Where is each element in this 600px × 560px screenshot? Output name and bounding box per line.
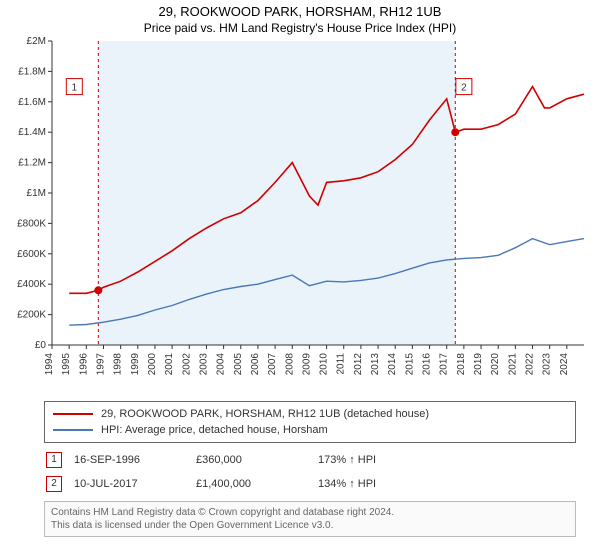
svg-text:2004: 2004 bbox=[216, 353, 227, 376]
svg-text:1995: 1995 bbox=[61, 353, 72, 376]
svg-text:£2M: £2M bbox=[27, 36, 46, 47]
svg-text:2011: 2011 bbox=[336, 353, 347, 375]
svg-text:2014: 2014 bbox=[387, 353, 398, 376]
legend: 29, ROOKWOOD PARK, HORSHAM, RH12 1UB (de… bbox=[44, 401, 576, 443]
svg-text:2: 2 bbox=[461, 83, 467, 94]
svg-text:£600K: £600K bbox=[17, 249, 46, 260]
event-price: £1,400,000 bbox=[196, 473, 316, 495]
legend-item: HPI: Average price, detached house, Hors… bbox=[53, 422, 567, 438]
event-price: £360,000 bbox=[196, 449, 316, 471]
legend-swatch bbox=[53, 413, 93, 415]
svg-text:£800K: £800K bbox=[17, 218, 46, 229]
svg-text:2005: 2005 bbox=[233, 353, 244, 376]
chart-subtitle: Price paid vs. HM Land Registry's House … bbox=[0, 21, 600, 35]
event-date: 16-SEP-1996 bbox=[74, 449, 194, 471]
legend-item: 29, ROOKWOOD PARK, HORSHAM, RH12 1UB (de… bbox=[53, 406, 567, 422]
svg-text:£1M: £1M bbox=[27, 188, 46, 199]
footer-line: This data is licensed under the Open Gov… bbox=[51, 519, 569, 532]
svg-text:£0: £0 bbox=[35, 340, 47, 351]
event-row: 1 16-SEP-1996 £360,000 173% ↑ HPI bbox=[46, 449, 386, 471]
svg-text:2023: 2023 bbox=[542, 353, 553, 376]
svg-text:2006: 2006 bbox=[250, 353, 261, 376]
svg-text:1996: 1996 bbox=[78, 353, 89, 376]
svg-text:2010: 2010 bbox=[319, 353, 330, 376]
legend-label: 29, ROOKWOOD PARK, HORSHAM, RH12 1UB (de… bbox=[101, 408, 429, 420]
event-pct: 173% ↑ HPI bbox=[318, 449, 386, 471]
svg-text:2001: 2001 bbox=[164, 353, 175, 376]
svg-text:2009: 2009 bbox=[301, 353, 312, 376]
events-table: 1 16-SEP-1996 £360,000 173% ↑ HPI 2 10-J… bbox=[44, 447, 388, 497]
svg-text:2000: 2000 bbox=[147, 353, 158, 376]
footer-attribution: Contains HM Land Registry data © Crown c… bbox=[44, 501, 576, 537]
event-pct: 134% ↑ HPI bbox=[318, 473, 386, 495]
svg-text:2007: 2007 bbox=[267, 353, 278, 376]
svg-text:2018: 2018 bbox=[456, 353, 467, 376]
svg-text:£1.8M: £1.8M bbox=[18, 66, 46, 77]
svg-text:2003: 2003 bbox=[198, 353, 209, 376]
event-row: 2 10-JUL-2017 £1,400,000 134% ↑ HPI bbox=[46, 473, 386, 495]
svg-text:2024: 2024 bbox=[559, 353, 570, 376]
svg-text:£400K: £400K bbox=[17, 279, 46, 290]
svg-text:1997: 1997 bbox=[95, 353, 106, 376]
svg-text:2022: 2022 bbox=[525, 353, 536, 376]
svg-text:2015: 2015 bbox=[404, 353, 415, 376]
svg-text:1999: 1999 bbox=[130, 353, 141, 376]
svg-text:2016: 2016 bbox=[422, 353, 433, 376]
event-date: 10-JUL-2017 bbox=[74, 473, 194, 495]
svg-text:£1.6M: £1.6M bbox=[18, 97, 46, 108]
svg-text:2008: 2008 bbox=[284, 353, 295, 376]
svg-text:2013: 2013 bbox=[370, 353, 381, 376]
svg-text:1998: 1998 bbox=[113, 353, 124, 376]
svg-text:2020: 2020 bbox=[490, 353, 501, 376]
legend-swatch bbox=[53, 429, 93, 431]
chart-title: 29, ROOKWOOD PARK, HORSHAM, RH12 1UB bbox=[0, 4, 600, 19]
svg-text:£1.4M: £1.4M bbox=[18, 127, 46, 138]
svg-text:£200K: £200K bbox=[17, 310, 46, 321]
event-marker: 1 bbox=[46, 452, 62, 468]
svg-text:2021: 2021 bbox=[507, 353, 518, 376]
svg-text:£1.2M: £1.2M bbox=[18, 158, 46, 169]
svg-text:1994: 1994 bbox=[44, 353, 55, 376]
line-chart-svg: £0 £200K £400K £600K £800K £1M £1.2M £1.4M £1.6M… bbox=[0, 35, 600, 395]
chart-area: £0 £200K £400K £600K £800K £1M £1.2M £1.4M £1.6M… bbox=[0, 35, 600, 395]
svg-text:1: 1 bbox=[72, 83, 78, 94]
svg-text:2002: 2002 bbox=[181, 353, 192, 376]
svg-text:2019: 2019 bbox=[473, 353, 484, 376]
footer-line: Contains HM Land Registry data © Crown c… bbox=[51, 506, 569, 519]
svg-text:2012: 2012 bbox=[353, 353, 364, 376]
event-marker: 2 bbox=[46, 476, 62, 492]
svg-text:2017: 2017 bbox=[439, 353, 450, 376]
legend-label: HPI: Average price, detached house, Hors… bbox=[101, 424, 328, 436]
